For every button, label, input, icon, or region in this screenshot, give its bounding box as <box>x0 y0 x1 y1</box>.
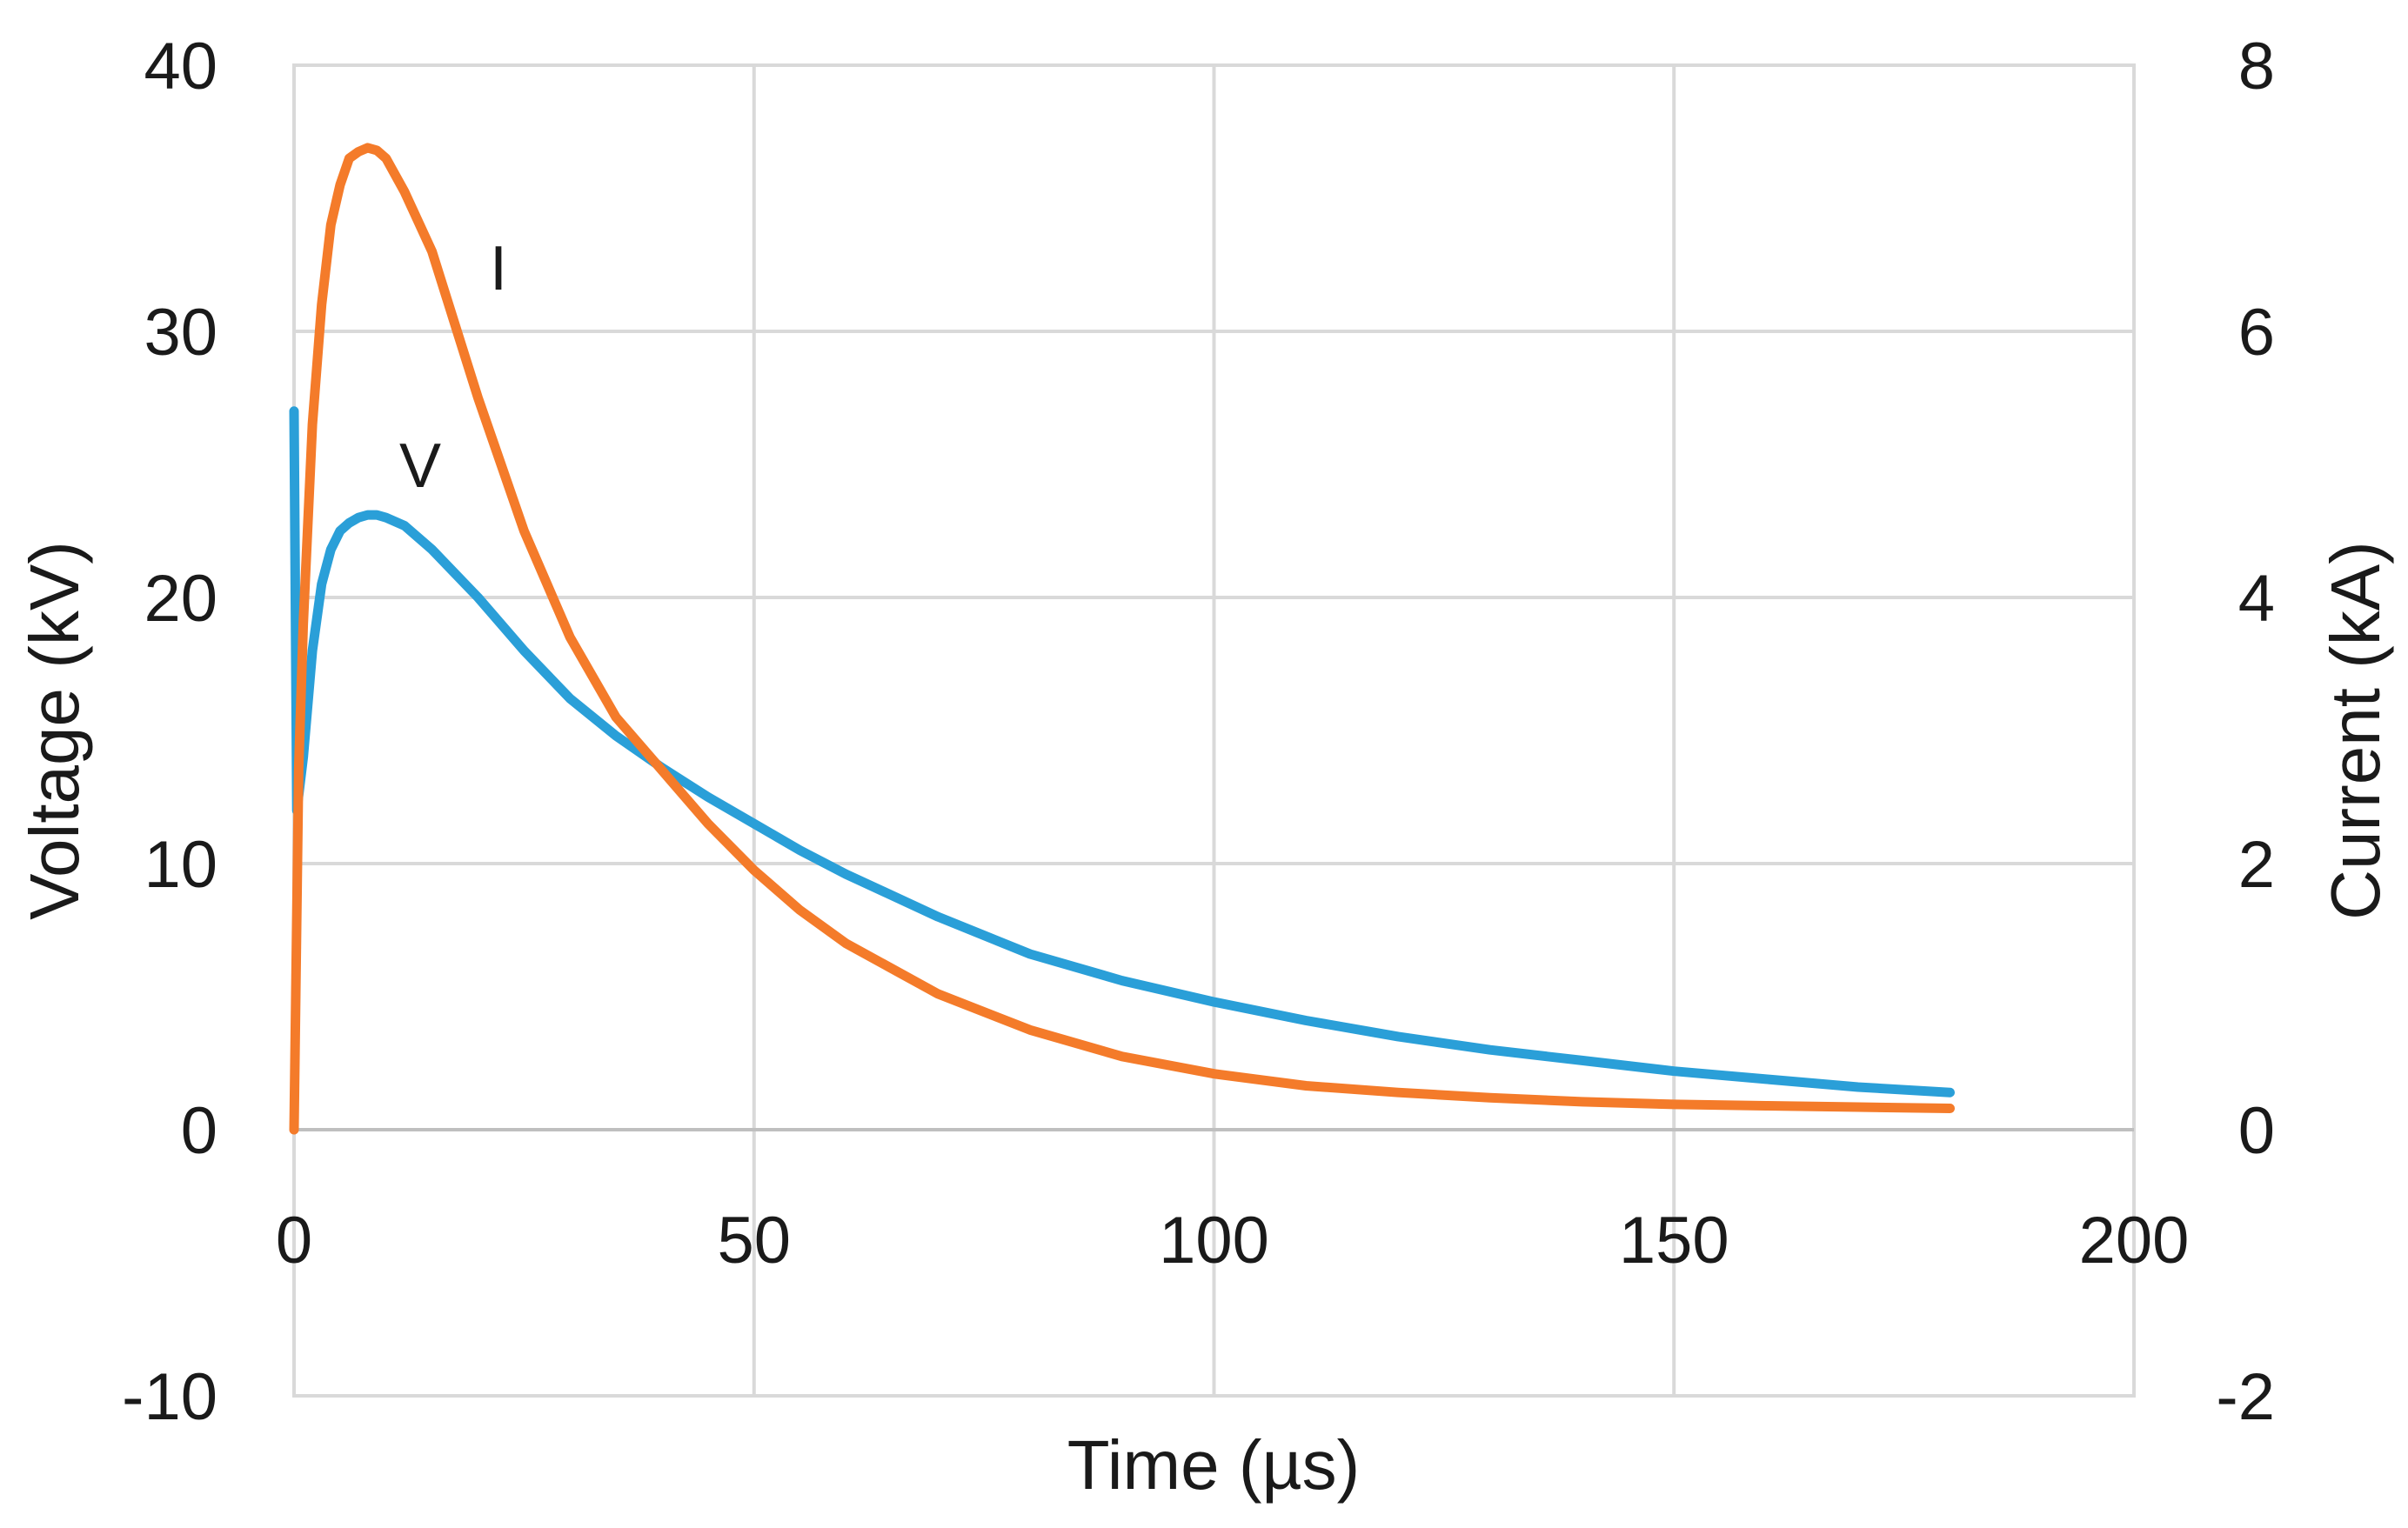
series-line-i <box>289 143 1955 1135</box>
x-tick-label: 50 <box>717 1204 791 1278</box>
y-right-tick-label: -2 <box>2216 1360 2275 1434</box>
y-right-tick-label: 0 <box>2238 1094 2275 1168</box>
y-left-tick-label: 0 <box>181 1094 217 1168</box>
y-right-axis-title: Current (kA) <box>2317 541 2394 920</box>
y-right-tick-label: 8 <box>2238 30 2275 103</box>
ticks-layer: 0 50 100 150 200 -10 0 10 20 30 40 -2 0 2 4 6 8 <box>122 30 2275 1434</box>
y-right-tick-label: 2 <box>2238 828 2275 902</box>
series-line-v <box>289 406 1955 1098</box>
x-tick-label: 100 <box>1159 1204 1269 1278</box>
x-axis-title: Time (µs) <box>1067 1426 1360 1504</box>
y-right-tick-label: 4 <box>2238 562 2275 636</box>
y-left-tick-label: 20 <box>144 562 217 636</box>
x-tick-label: 200 <box>2079 1204 2190 1278</box>
y-left-tick-label: 40 <box>144 30 217 103</box>
gridlines <box>292 63 2136 1398</box>
y-left-tick-label: 10 <box>144 828 217 902</box>
x-tick-label: 150 <box>1619 1204 1729 1278</box>
series-label-i: I <box>490 234 507 304</box>
x-tick-label: 0 <box>276 1204 312 1278</box>
y-left-tick-label: -10 <box>122 1360 217 1434</box>
y-right-tick-label: 6 <box>2238 296 2275 370</box>
series-label-v: V <box>399 431 441 501</box>
y-left-axis-title: Voltage (kV) <box>16 541 93 920</box>
y-left-tick-label: 30 <box>144 296 217 370</box>
series-layer <box>289 143 1955 1135</box>
